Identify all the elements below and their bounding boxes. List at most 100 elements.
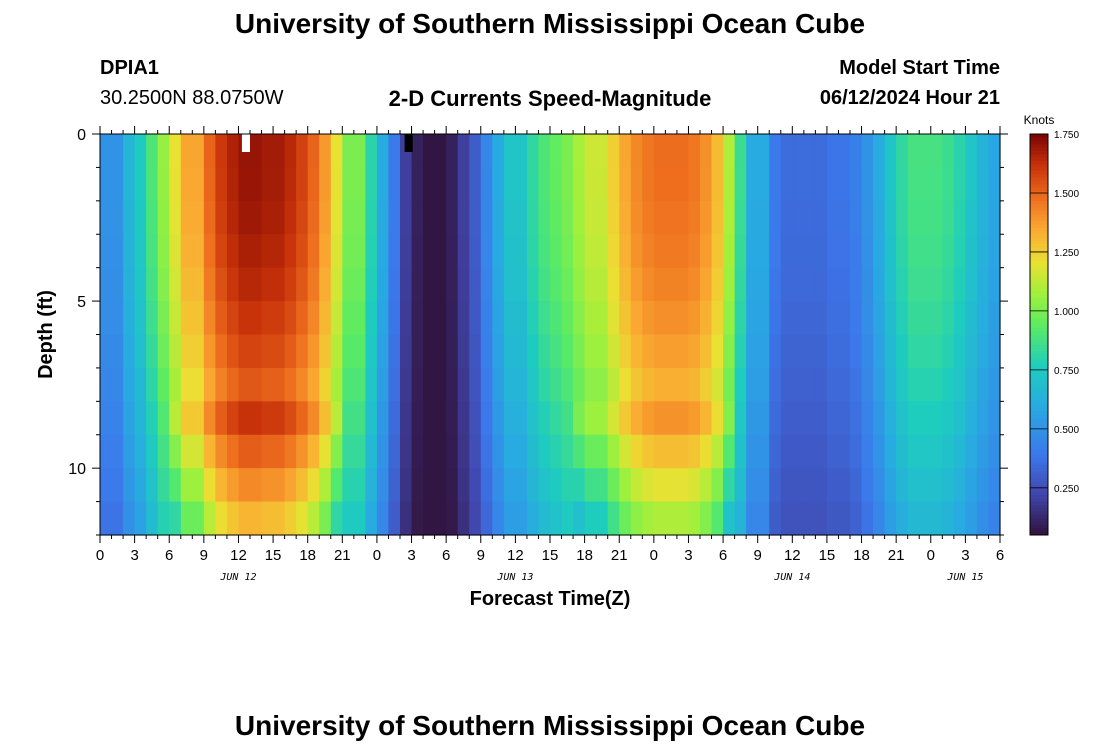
colorbar-segment xyxy=(1030,501,1048,506)
heatmap-cell xyxy=(573,301,586,336)
heatmap-cell xyxy=(665,301,678,336)
heatmap-cell xyxy=(930,267,943,302)
heatmap-cell xyxy=(884,301,897,336)
heatmap-cell xyxy=(642,234,655,269)
heatmap-cell xyxy=(261,134,274,169)
heatmap-cell xyxy=(953,234,966,269)
heatmap-cell xyxy=(480,134,493,169)
heatmap-cell xyxy=(653,334,666,369)
heatmap-cell xyxy=(630,468,643,503)
heatmap-cell xyxy=(111,234,124,269)
heatmap-cell xyxy=(896,301,909,336)
heatmap-cell xyxy=(434,301,447,336)
heatmap-cell xyxy=(711,468,724,503)
heatmap-cell xyxy=(226,501,240,536)
heatmap-cell xyxy=(480,167,493,202)
colorbar-segment xyxy=(1030,247,1048,252)
heatmap-cell xyxy=(561,434,574,469)
heatmap-cell xyxy=(884,334,897,369)
heatmap-cell xyxy=(515,334,528,369)
colorbar-segment xyxy=(1030,357,1048,362)
heatmap-cell xyxy=(792,200,805,235)
heatmap-cell xyxy=(757,434,770,469)
heatmap-cell xyxy=(238,401,251,436)
heatmap-cell xyxy=(838,200,851,235)
heatmap-cell xyxy=(976,267,990,302)
heatmap-cell xyxy=(976,200,990,235)
heatmap-cell xyxy=(723,334,736,369)
heatmap-cell xyxy=(942,434,955,469)
heatmap-cell xyxy=(919,134,932,169)
heatmap-cell xyxy=(157,134,170,169)
heatmap-cell xyxy=(215,501,228,536)
colorbar-segment xyxy=(1030,260,1048,265)
heatmap-cell xyxy=(296,468,309,503)
heatmap-cell xyxy=(388,468,401,503)
heatmap-cell xyxy=(319,267,332,302)
heatmap-cell xyxy=(146,401,159,436)
heatmap-cell xyxy=(619,401,632,436)
x-tick-label: 6 xyxy=(165,547,173,564)
heatmap-cell xyxy=(653,200,666,235)
heatmap-cell xyxy=(123,334,136,369)
heatmap-cell xyxy=(573,401,586,436)
heatmap-cell xyxy=(965,468,978,503)
heatmap-cell xyxy=(446,167,459,202)
heatmap-cell xyxy=(676,134,690,169)
footer-title: University of Southern Mississippi Ocean… xyxy=(234,710,866,741)
heatmap-cell xyxy=(665,334,678,369)
heatmap-cell xyxy=(780,234,793,269)
heatmap-markers xyxy=(241,134,413,152)
colorbar-segment xyxy=(1030,274,1048,279)
heatmap-cell xyxy=(596,234,609,269)
heatmap-cell xyxy=(861,501,874,536)
heatmap-cell xyxy=(792,167,805,202)
heatmap-cell xyxy=(457,200,470,235)
colorbar-segment xyxy=(1030,441,1048,446)
heatmap-cell xyxy=(388,501,401,536)
heatmap-cell xyxy=(215,334,228,369)
heatmap-cell xyxy=(296,501,309,536)
heatmap-cell xyxy=(388,134,401,169)
colorbar-segment xyxy=(1030,134,1048,138)
heatmap-cell xyxy=(353,134,366,169)
heatmap-cell xyxy=(157,434,170,469)
heatmap-cell xyxy=(826,167,840,202)
heatmap-cell xyxy=(307,134,320,169)
heatmap-cell xyxy=(826,301,840,336)
heatmap-cell xyxy=(353,301,366,336)
heatmap-cell xyxy=(561,501,574,536)
heatmap-cell xyxy=(515,501,528,536)
heatmap-cell xyxy=(353,334,366,369)
heatmap-cell xyxy=(584,167,597,202)
heatmap-cell xyxy=(573,134,586,169)
heatmap-cell xyxy=(365,434,378,469)
colorbar-segment xyxy=(1030,371,1048,376)
heatmap-cell xyxy=(988,301,1001,336)
colorbar-segment xyxy=(1030,508,1048,513)
heatmap-cell xyxy=(284,468,297,503)
heatmap-cell xyxy=(100,334,113,369)
heatmap-cell xyxy=(123,267,136,302)
heatmap-cell xyxy=(607,267,620,302)
heatmap-cell xyxy=(596,367,609,402)
colorbar-segment xyxy=(1030,434,1048,439)
heatmap-cell xyxy=(180,468,193,503)
heatmap-cell xyxy=(307,267,320,302)
colorbar-segment xyxy=(1030,294,1048,299)
heatmap-cell xyxy=(411,234,424,269)
heatmap-cell xyxy=(111,334,124,369)
heatmap-cell xyxy=(619,167,632,202)
heatmap-cell xyxy=(330,234,343,269)
heatmap-cell xyxy=(342,401,355,436)
heatmap-cell xyxy=(942,334,955,369)
heatmap-cell xyxy=(307,367,320,402)
heatmap-cell xyxy=(734,267,747,302)
heatmap-cell xyxy=(330,134,343,169)
heatmap-cell xyxy=(919,200,932,235)
heatmap-cell xyxy=(942,134,955,169)
heatmap-cell xyxy=(676,401,690,436)
heatmap-cell xyxy=(446,367,459,402)
heatmap-cell xyxy=(123,301,136,336)
heatmap-cell xyxy=(434,501,447,536)
